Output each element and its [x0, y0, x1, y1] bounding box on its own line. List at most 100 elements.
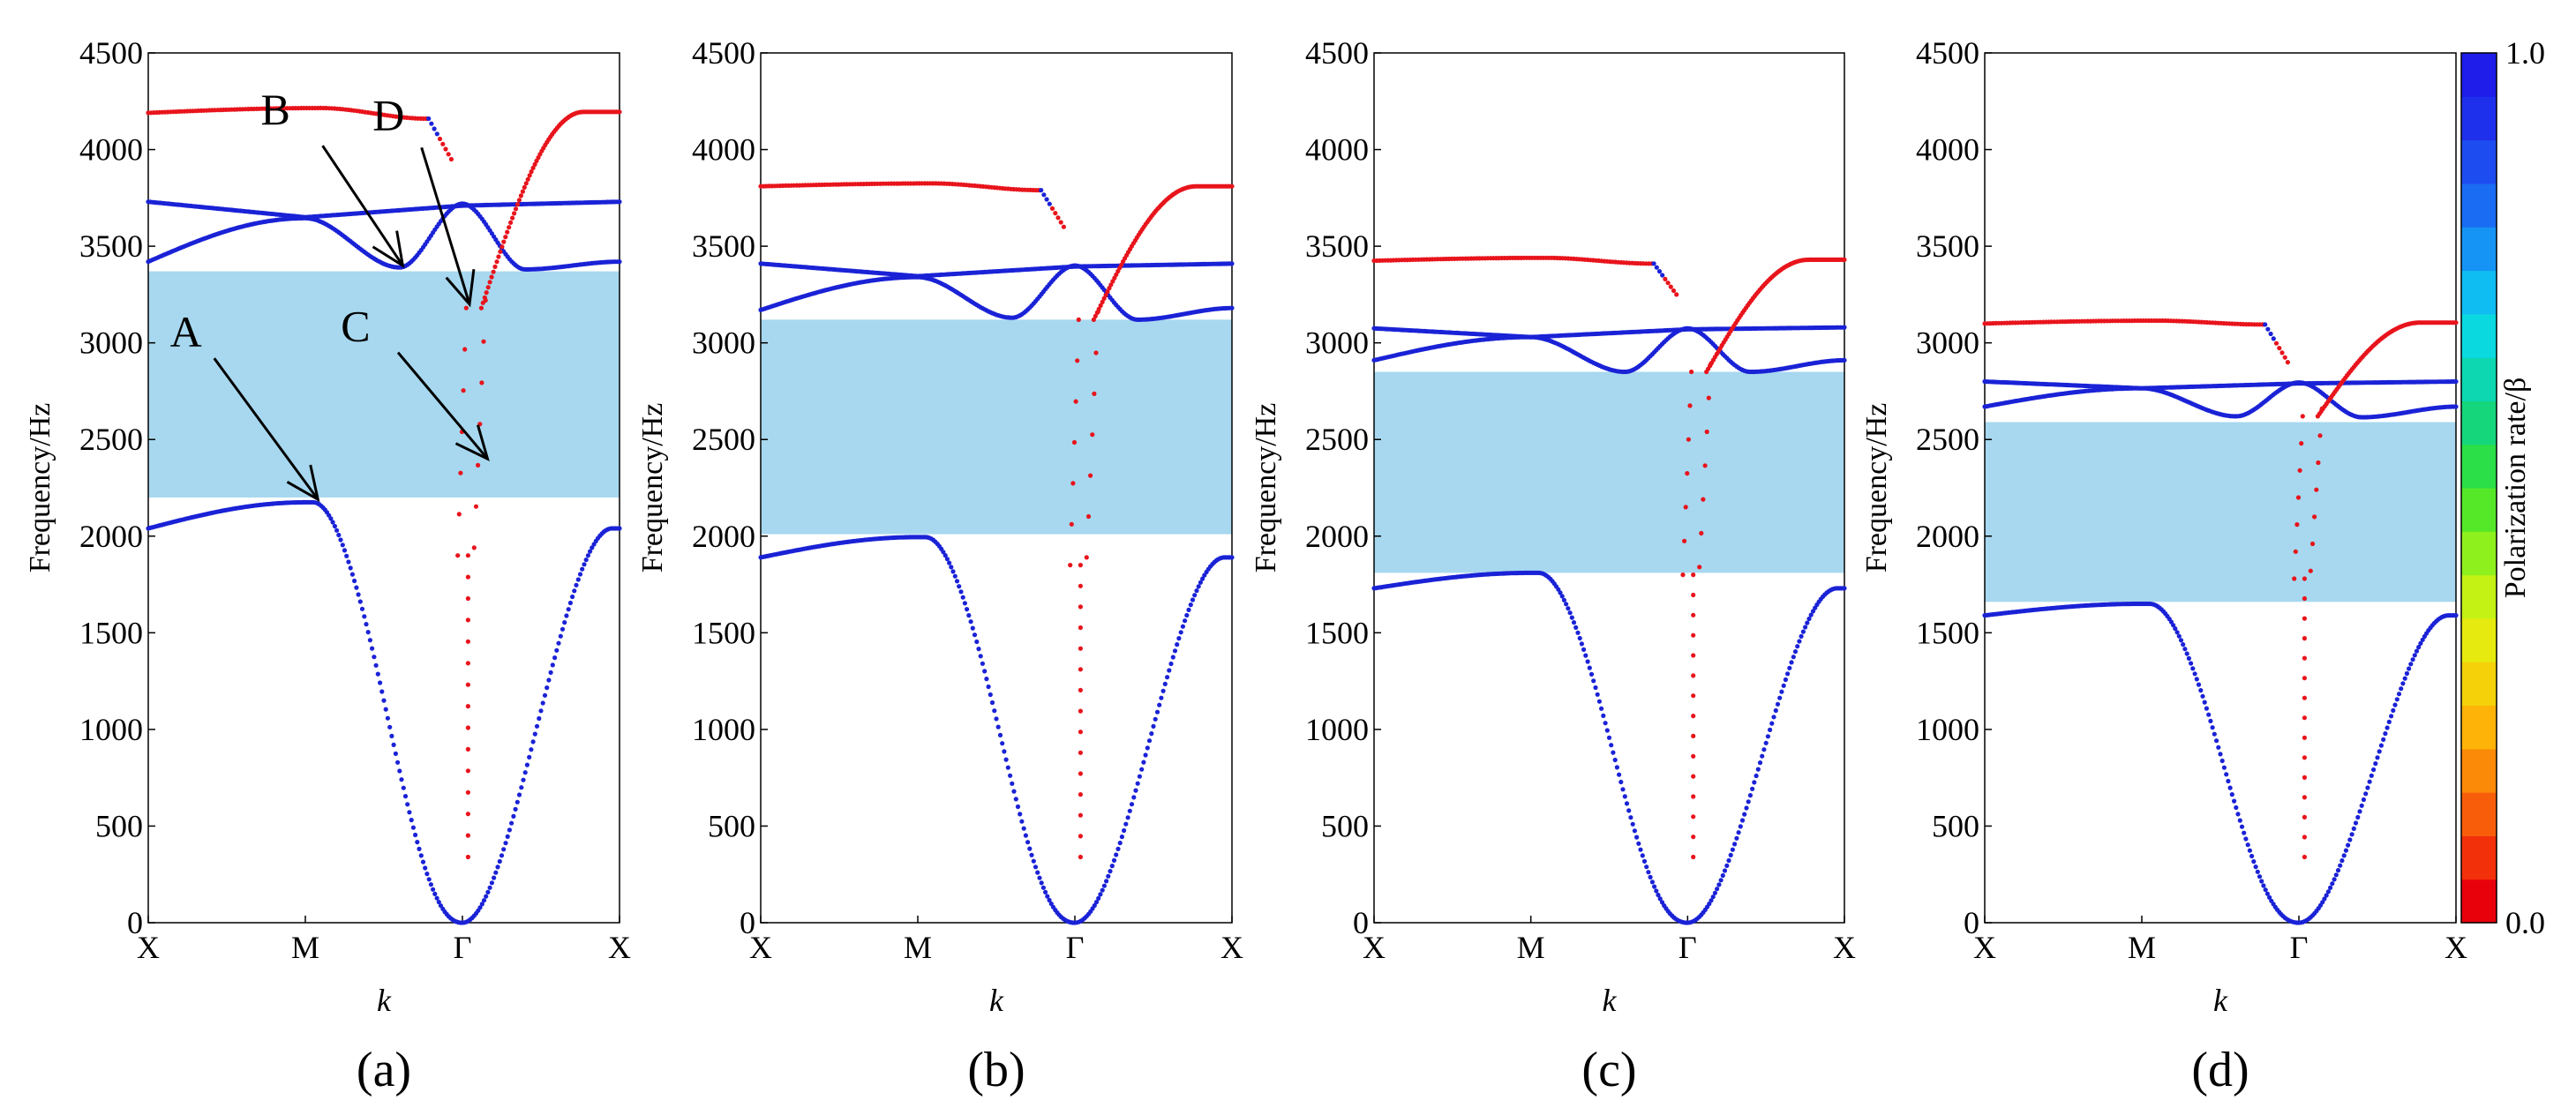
annotation-arrowhead	[286, 464, 320, 503]
red-data-point	[518, 193, 524, 198]
blue-data-point	[1630, 821, 1635, 827]
blue-data-point	[2389, 714, 2394, 719]
blue-data-point	[1750, 786, 1755, 791]
blue-data-point	[2245, 842, 2250, 848]
blue-data-point	[1611, 750, 1616, 755]
red-data-point	[1689, 369, 1694, 375]
blue-data-point	[2182, 647, 2188, 652]
blue-data-point	[420, 859, 426, 864]
red-data-point	[492, 264, 498, 269]
blue-data-point	[2181, 642, 2186, 647]
plot-frame	[1373, 52, 1845, 924]
red-data-point	[2294, 522, 2300, 528]
blue-data-point	[2381, 737, 2386, 743]
blue-data-point	[2418, 640, 2423, 647]
y-tick-label: 4500	[1305, 35, 1369, 71]
y-tick-label: 3000	[1305, 326, 1369, 361]
blue-data-point	[357, 599, 363, 604]
blue-data-point	[2333, 872, 2339, 878]
annotation-arrow	[213, 357, 319, 501]
red-data-point	[1691, 632, 1696, 638]
blue-data-point	[2407, 666, 2412, 671]
red-data-point	[1103, 292, 1108, 298]
red-data-point	[1049, 206, 1055, 211]
blue-data-point	[1010, 781, 1015, 786]
red-data-point	[465, 595, 471, 602]
colorbar-segment	[2461, 400, 2497, 445]
blue-data-point	[338, 537, 343, 543]
red-data-point	[1078, 854, 1083, 860]
red-data-point	[513, 206, 519, 212]
red-data-point	[2302, 795, 2307, 800]
blue-data-point	[1137, 774, 1142, 779]
y-tick-label: 2500	[1916, 422, 1979, 457]
blue-data-point	[2186, 655, 2191, 662]
red-data-point	[465, 617, 471, 623]
panel-label: (b)	[967, 1043, 1025, 1097]
blue-data-point	[1229, 305, 1235, 311]
blue-data-point	[2202, 700, 2207, 705]
red-data-point	[1078, 708, 1083, 714]
red-data-point	[465, 574, 471, 580]
blue-data-point	[1747, 793, 1753, 798]
blue-data-point	[499, 853, 505, 858]
blue-data-point	[424, 872, 430, 877]
blue-data-point	[978, 654, 983, 659]
annotation-arrow	[420, 146, 471, 305]
blue-data-point	[1168, 661, 1174, 667]
blue-data-point	[974, 639, 980, 645]
blue-data-point	[1595, 692, 1600, 697]
blue-data-point	[1806, 616, 1812, 622]
blue-data-point	[1738, 824, 1743, 829]
red-data-point	[525, 176, 530, 182]
blue-data-point	[2271, 336, 2276, 341]
blue-data-point	[1019, 819, 1025, 824]
colorbar-segment	[2461, 748, 2497, 793]
blue-data-point	[1018, 812, 1023, 817]
colorbar-segment	[2461, 835, 2497, 880]
blue-data-point	[2408, 662, 2414, 667]
blue-data-point	[572, 588, 577, 594]
red-data-point	[520, 189, 526, 194]
blue-data-point	[1175, 642, 1180, 647]
blue-data-point	[391, 742, 396, 748]
blue-data-point	[944, 557, 950, 562]
blue-data-point	[950, 569, 956, 574]
blue-data-point	[342, 548, 348, 553]
blue-data-point	[574, 582, 579, 587]
blue-data-point	[1781, 683, 1786, 688]
blue-data-point	[1157, 702, 1162, 707]
panel-a: 0 500 1000 1500 2000 2500 3000 3500 4000 4500 X M Γ X…	[24, 35, 631, 1097]
blue-data-point	[2351, 826, 2356, 832]
x-tick-label: X	[749, 930, 772, 965]
y-tick-label: 3000	[692, 326, 755, 361]
blue-data-point	[514, 799, 520, 804]
blue-data-point	[2378, 743, 2384, 748]
colorbar-segment	[2461, 357, 2497, 401]
blue-data-point	[1785, 671, 1791, 677]
red-data-point	[2302, 655, 2307, 661]
blue-data-point	[485, 889, 491, 895]
blue-data-point	[2367, 779, 2372, 784]
blue-data-point	[1609, 743, 1614, 748]
x-tick-label: X	[137, 930, 160, 965]
blue-data-point	[1104, 879, 1109, 884]
blue-data-point	[2208, 718, 2213, 724]
blue-data-point	[1614, 765, 1619, 770]
red-data-point	[1091, 317, 1096, 322]
blue-data-point	[1149, 731, 1154, 737]
red-data-point	[2293, 549, 2298, 554]
y-tick-label: 2000	[692, 519, 755, 554]
blue-data-point	[349, 572, 355, 577]
blue-data-point	[1566, 606, 1571, 611]
red-data-point	[1691, 592, 1696, 598]
blue-data-point	[1712, 890, 1717, 895]
blue-data-point	[1638, 847, 1643, 852]
blue-data-point	[1100, 887, 1105, 893]
blue-data-point	[570, 594, 575, 600]
blue-data-point	[505, 834, 510, 840]
blue-data-point	[1657, 896, 1663, 902]
blue-data-point	[583, 558, 589, 563]
red-data-point	[530, 165, 536, 170]
red-data-point	[522, 184, 527, 190]
